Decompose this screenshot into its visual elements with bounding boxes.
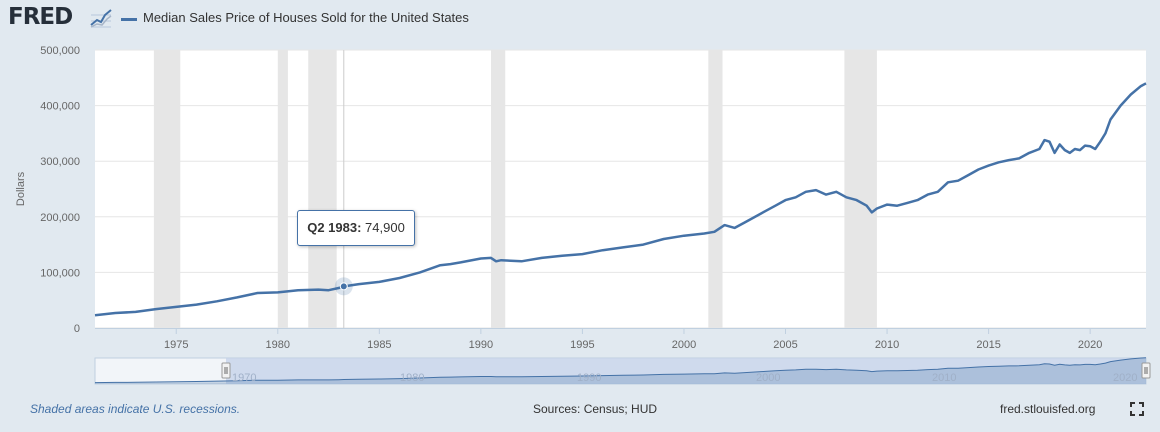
chart-title: Median Sales Price of Houses Sold for th… (143, 10, 469, 25)
navigator-handle-grip (1141, 362, 1151, 379)
x-tick-label: 2020 (1078, 339, 1102, 351)
recession-note[interactable]: Shaded areas indicate U.S. recessions. (30, 402, 241, 416)
x-tick-label: 1975 (164, 339, 188, 351)
site-link[interactable]: fred.stlouisfed.org (1000, 402, 1096, 416)
x-tick-label: 1980 (266, 339, 290, 351)
legend-series-line (121, 18, 137, 21)
y-axis-label: Dollars (15, 171, 27, 206)
chart-trend-icon (89, 7, 113, 29)
line-chart: 0 100,000 200,000 300,000 400,000 500,000 1975… (15, 45, 1151, 385)
plot-area (95, 50, 1146, 328)
tooltip-date: Q2 1983: (307, 220, 362, 235)
y-tick-label: 400,000 (40, 101, 80, 113)
recession-band (491, 50, 506, 328)
sources-text: Sources: Census; HUD (533, 402, 658, 416)
x-tick-label: 2005 (773, 339, 797, 351)
hover-point (339, 282, 348, 291)
x-tick-label: 2000 (672, 339, 696, 351)
fullscreen-icon[interactable] (1130, 402, 1144, 416)
x-tick-label: 2010 (875, 339, 899, 351)
navigator-tick-label: 2020 (1113, 372, 1137, 384)
navigator-handle[interactable] (1141, 362, 1151, 379)
y-tick-label: 500,000 (40, 45, 80, 57)
navigator-line (94, 357, 1147, 384)
recession-band (277, 50, 288, 328)
navigator-selection (226, 358, 1146, 384)
y-tick-label: 300,000 (40, 156, 80, 168)
recession-band (308, 50, 337, 328)
x-tick-label: 2015 (976, 339, 1000, 351)
tooltip-value: 74,900 (365, 220, 405, 235)
chart-header: FRED Median Sales Price of Houses Sold f… (0, 0, 1160, 38)
y-tick-label: 0 (74, 323, 80, 335)
x-tick-label: 1995 (570, 339, 594, 351)
navigator-handle[interactable] (221, 362, 231, 379)
navigator-area (95, 357, 1146, 384)
recession-band (844, 50, 877, 328)
navigator-tick-label: 2000 (756, 372, 780, 384)
navigator-tick-label: 1990 (577, 372, 601, 384)
y-tick-label: 100,000 (40, 267, 80, 279)
recession-band (153, 50, 181, 328)
fred-logo[interactable]: FRED (8, 4, 73, 30)
navigator-tick-label: 2010 (932, 372, 956, 384)
x-tick-label: 1990 (469, 339, 493, 351)
navigator-handle-grip (221, 362, 231, 379)
y-tick-label: 200,000 (40, 212, 80, 224)
tooltip: Q2 1983: 74,900 (297, 210, 415, 246)
navigator-tick-label: 1980 (400, 372, 424, 384)
recession-band (708, 50, 723, 328)
x-tick-label: 1985 (367, 339, 391, 351)
navigator-tick-label: 1970 (232, 372, 256, 384)
